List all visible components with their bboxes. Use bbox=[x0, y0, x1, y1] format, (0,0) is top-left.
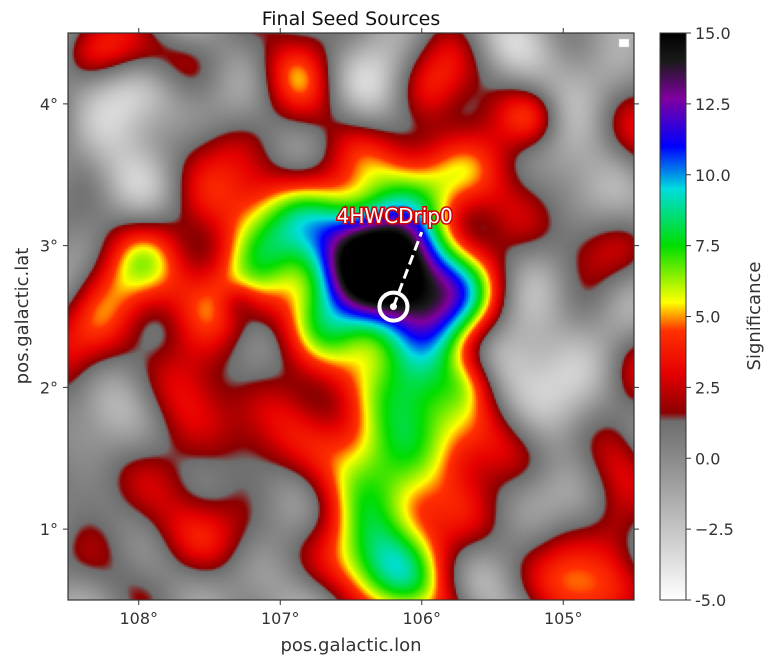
source-pointer-line bbox=[392, 231, 424, 308]
colorbar-ticks: -5.0 −2.5 0.0 2.5 5.0 7.5 10.0 12.5 15.0 bbox=[686, 24, 734, 610]
legend-marker bbox=[618, 38, 630, 48]
source-ring bbox=[377, 290, 410, 323]
colorbar-tick-label: -5.0 bbox=[695, 591, 726, 610]
y-tick-label: 2° bbox=[40, 378, 58, 397]
plot-frame bbox=[67, 32, 635, 601]
y-axis: 1° 2° 3° 4° bbox=[40, 95, 639, 539]
colorbar-tick-label: 12.5 bbox=[695, 95, 731, 114]
y-axis-label: pos.galactic.lat bbox=[12, 248, 33, 385]
y-tick-label: 4° bbox=[40, 95, 58, 114]
x-tick-label: 107° bbox=[261, 609, 300, 628]
x-tick-label: 106° bbox=[402, 609, 441, 628]
colorbar-tick-label: 15.0 bbox=[695, 24, 731, 43]
chart-title: Final Seed Sources bbox=[262, 8, 441, 30]
x-axis-label: pos.galactic.lon bbox=[280, 635, 421, 656]
y-tick-label: 1° bbox=[40, 520, 58, 539]
colorbar-tick-label: 7.5 bbox=[695, 237, 720, 256]
x-tick-label: 108° bbox=[119, 609, 158, 628]
x-axis: 108° 107° 106° 105° bbox=[119, 28, 583, 628]
colorbar-tick-label: −2.5 bbox=[695, 520, 734, 539]
y-tick-label: 3° bbox=[40, 237, 58, 256]
colorbar bbox=[659, 32, 687, 601]
source-label: 4HWCDrip0 bbox=[337, 204, 453, 228]
colorbar-tick-label: 0.0 bbox=[695, 449, 720, 468]
seed-source-marker: 4HWCDrip0 bbox=[335, 203, 454, 323]
colorbar-label: Significance bbox=[744, 262, 765, 371]
heatmap-canvas bbox=[68, 33, 634, 600]
colorbar-tick-label: 10.0 bbox=[695, 166, 731, 185]
colorbar-tick-label: 5.0 bbox=[695, 308, 720, 327]
x-tick-label: 105° bbox=[544, 609, 583, 628]
heatmap-layer bbox=[68, 33, 634, 600]
source-dot bbox=[389, 303, 397, 311]
colorbar-tick-label: 2.5 bbox=[695, 378, 720, 397]
